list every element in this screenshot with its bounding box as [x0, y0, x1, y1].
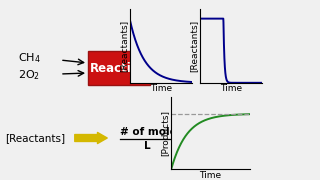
FancyArrowPatch shape — [75, 132, 107, 144]
Text: Reaction: Reaction — [90, 62, 148, 75]
X-axis label: Time: Time — [150, 84, 172, 93]
Text: [Reactants]: [Reactants] — [5, 133, 65, 143]
Text: CO$_2$: CO$_2$ — [158, 68, 181, 82]
Y-axis label: [Products]: [Products] — [161, 110, 170, 156]
Y-axis label: [Reactants]: [Reactants] — [190, 20, 199, 72]
Y-axis label: [Reactants]: [Reactants] — [119, 20, 128, 72]
X-axis label: Time: Time — [199, 171, 221, 180]
Text: # of moles: # of moles — [120, 127, 183, 137]
Text: 2O$_2$: 2O$_2$ — [18, 68, 40, 82]
X-axis label: Time: Time — [220, 84, 242, 93]
Text: CH$_4$: CH$_4$ — [18, 51, 41, 65]
Text: 2H$_2$O: 2H$_2$O — [158, 51, 189, 65]
FancyBboxPatch shape — [88, 51, 150, 85]
Text: L: L — [144, 141, 150, 151]
